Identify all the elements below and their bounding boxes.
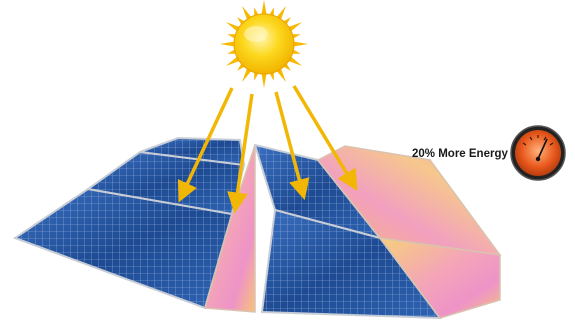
right-reflector-mirror (316, 145, 502, 319)
sun-ray (261, 0, 267, 18)
sun-ray (261, 70, 267, 88)
sun-ray (220, 41, 238, 47)
sun-ray (290, 41, 308, 47)
light-beam (177, 87, 234, 203)
light-beam (274, 91, 310, 201)
energy-gain-label: 20% More Energy (412, 148, 508, 160)
light-beams (177, 85, 358, 214)
light-beam (292, 85, 358, 191)
left-solar-panel (12, 136, 246, 310)
light-beam (227, 93, 254, 214)
sun-icon (220, 0, 308, 88)
energy-gauge-icon (510, 125, 566, 181)
right-solar-panel (253, 143, 443, 320)
